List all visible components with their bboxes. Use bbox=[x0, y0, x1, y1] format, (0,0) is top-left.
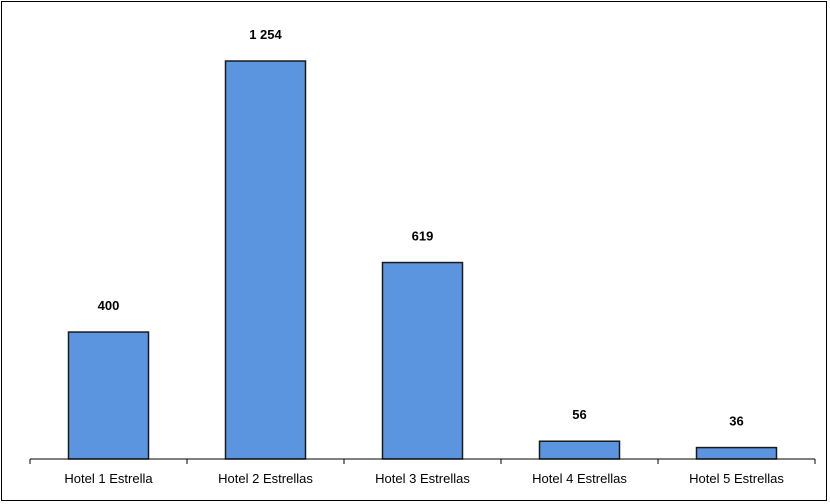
data-label-2: 1 254 bbox=[249, 27, 282, 42]
data-label-5: 36 bbox=[729, 414, 743, 429]
category-label-4: Hotel 4 Estrellas bbox=[532, 471, 627, 486]
data-label-3: 619 bbox=[412, 229, 434, 244]
bar-2 bbox=[224, 60, 307, 460]
category-label-5: Hotel 5 Estrellas bbox=[689, 471, 784, 486]
category-label-2: Hotel 2 Estrellas bbox=[218, 471, 313, 486]
data-label-1: 400 bbox=[98, 298, 120, 313]
bar-3 bbox=[381, 261, 464, 460]
category-label-1: Hotel 1 Estrella bbox=[64, 471, 153, 486]
x-ticks-group bbox=[29, 459, 816, 464]
bars-group bbox=[67, 60, 778, 460]
data-label-4: 56 bbox=[572, 407, 586, 422]
category-labels-group: Hotel 1 Estrella Hotel 2 Estrellas Hotel 3… bbox=[64, 471, 784, 486]
category-label-3: Hotel 3 Estrellas bbox=[375, 471, 470, 486]
data-labels-group: 400 1 254 619 56 36 bbox=[98, 27, 744, 429]
bar-4 bbox=[538, 440, 621, 460]
bar-5 bbox=[695, 446, 778, 460]
bar-1 bbox=[67, 331, 150, 460]
